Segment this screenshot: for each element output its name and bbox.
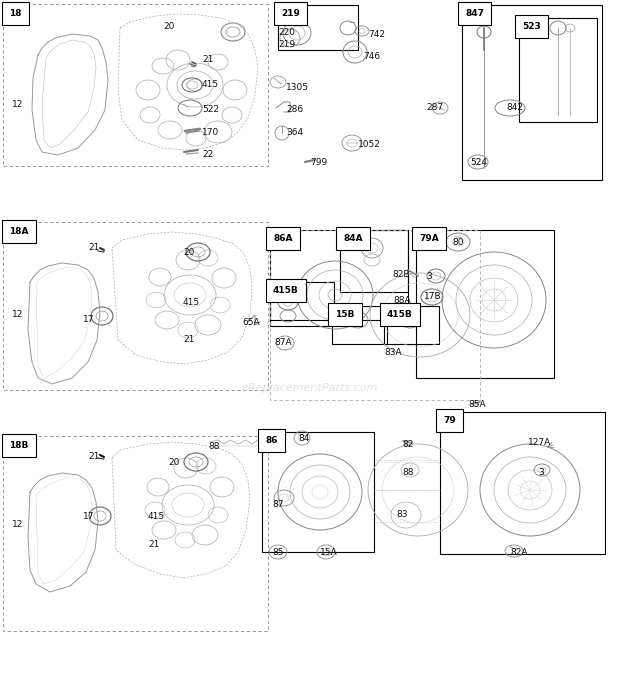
Text: 3: 3 <box>426 272 432 281</box>
Bar <box>462 5 602 180</box>
Text: 18A: 18A <box>9 227 29 236</box>
Text: 87A: 87A <box>274 338 291 347</box>
Text: 83: 83 <box>396 510 407 519</box>
Bar <box>3 436 268 631</box>
Bar <box>3 222 268 390</box>
Text: 415B: 415B <box>387 310 413 319</box>
Text: 82A: 82A <box>510 548 528 557</box>
Text: 1305: 1305 <box>286 83 309 92</box>
Text: 88: 88 <box>402 468 414 477</box>
Text: 80: 80 <box>452 238 464 247</box>
Text: 287: 287 <box>426 103 443 112</box>
Text: 1052: 1052 <box>358 140 381 149</box>
Text: 21: 21 <box>183 335 195 344</box>
Text: 3: 3 <box>538 468 544 477</box>
Bar <box>3 4 268 166</box>
Text: 12: 12 <box>12 520 24 529</box>
Text: 15A: 15A <box>320 548 338 557</box>
Text: 88: 88 <box>208 442 219 451</box>
Text: 524: 524 <box>470 158 487 167</box>
Text: 88A: 88A <box>393 296 410 305</box>
Text: 415: 415 <box>202 80 219 89</box>
Text: 87: 87 <box>272 500 283 509</box>
Text: 523: 523 <box>522 22 541 31</box>
Bar <box>384 306 439 344</box>
Text: 219: 219 <box>281 9 300 18</box>
Text: 21: 21 <box>88 452 99 461</box>
Bar <box>332 306 387 344</box>
Text: 17: 17 <box>83 315 94 324</box>
Bar <box>340 230 408 292</box>
Text: 18: 18 <box>9 9 22 18</box>
Bar <box>519 18 597 122</box>
Text: 18B: 18B <box>9 441 29 450</box>
Text: 286: 286 <box>286 105 303 114</box>
Text: 17: 17 <box>83 512 94 521</box>
Text: 17B: 17B <box>424 292 441 301</box>
Text: 83A: 83A <box>384 348 402 357</box>
Text: 21: 21 <box>88 243 99 252</box>
Text: 20: 20 <box>168 458 179 467</box>
Text: 522: 522 <box>202 105 219 114</box>
Text: 82B: 82B <box>392 270 409 279</box>
Text: 85: 85 <box>272 548 283 557</box>
Text: 79A: 79A <box>419 234 439 243</box>
Text: 20: 20 <box>183 248 195 257</box>
Text: 220: 220 <box>278 28 295 37</box>
Bar <box>440 412 605 554</box>
Text: 82: 82 <box>402 440 414 449</box>
Text: 20: 20 <box>163 22 174 31</box>
Text: 86A: 86A <box>273 234 293 243</box>
Bar <box>416 230 554 378</box>
Text: 15B: 15B <box>335 310 355 319</box>
Bar <box>270 282 334 326</box>
Text: 219: 219 <box>278 40 295 49</box>
Text: 79: 79 <box>443 416 456 425</box>
Text: 84A: 84A <box>343 234 363 243</box>
Text: 746: 746 <box>363 52 380 61</box>
Text: 12: 12 <box>12 100 24 109</box>
Bar <box>270 230 480 400</box>
Text: 842: 842 <box>506 103 523 112</box>
Text: 65A: 65A <box>242 318 260 327</box>
Text: 84: 84 <box>298 434 309 443</box>
Text: 12: 12 <box>12 310 24 319</box>
Text: 415B: 415B <box>273 286 299 295</box>
Text: 847: 847 <box>465 9 484 18</box>
Text: 85A: 85A <box>468 400 485 409</box>
Text: 22: 22 <box>202 150 213 159</box>
Text: 21: 21 <box>202 55 213 64</box>
Text: 21: 21 <box>148 540 159 549</box>
Text: 86: 86 <box>265 436 278 445</box>
Text: 742: 742 <box>368 30 385 39</box>
Bar <box>278 5 358 50</box>
Text: 127A: 127A <box>528 438 551 447</box>
Text: 415: 415 <box>183 298 200 307</box>
Text: 170: 170 <box>202 128 219 137</box>
Text: 364: 364 <box>286 128 303 137</box>
Text: 415: 415 <box>148 512 165 521</box>
Text: eReplacementParts.com: eReplacementParts.com <box>242 383 378 393</box>
Text: 799: 799 <box>310 158 327 167</box>
Bar <box>270 230 408 320</box>
Bar <box>262 432 374 552</box>
